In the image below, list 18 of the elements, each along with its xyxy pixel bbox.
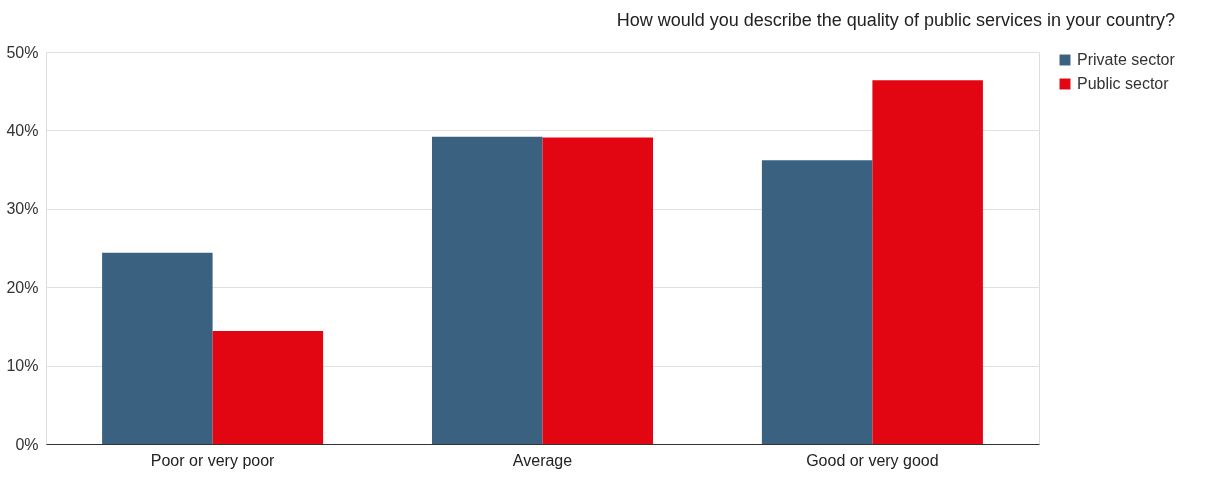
x-tick-label: Poor or very poor xyxy=(150,451,276,469)
bar xyxy=(212,331,324,444)
y-tick-label: 50% xyxy=(6,43,39,61)
bar xyxy=(102,252,213,444)
legend-label: Public sector xyxy=(1077,75,1170,92)
bar xyxy=(431,136,543,444)
x-tick-label: Average xyxy=(512,451,573,469)
bar xyxy=(542,137,654,444)
y-tick-label: 20% xyxy=(6,278,39,296)
y-tick-label: 10% xyxy=(6,357,39,375)
y-tick-label: 40% xyxy=(6,121,39,139)
bar xyxy=(761,160,873,444)
legend-label: Private sector xyxy=(1077,51,1176,68)
y-tick-label: 30% xyxy=(6,200,39,218)
y-tick-label: 0% xyxy=(15,435,39,453)
x-tick-label: Good or very good xyxy=(806,451,939,469)
chart-title: How would you describe the quality of public services in your country? xyxy=(616,10,1175,30)
bar xyxy=(872,80,983,444)
